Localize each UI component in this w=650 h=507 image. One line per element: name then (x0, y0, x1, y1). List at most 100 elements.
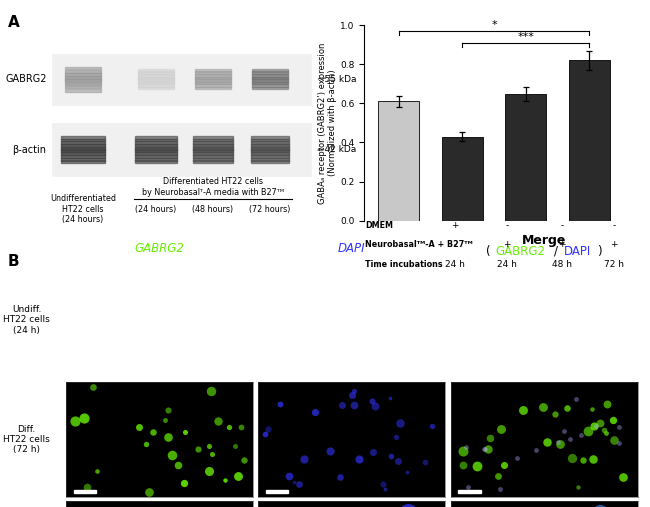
Point (310, 408, 320, 416)
Point (573, 483, 583, 491)
Bar (61, 147, 105, 150)
Point (614, 423, 625, 431)
Text: Diff.
HT22 cells
(72 h): Diff. HT22 cells (72 h) (3, 425, 50, 454)
Text: β-actin: β-actin (12, 144, 47, 155)
Point (236, 423, 246, 431)
Text: 24 h: 24 h (445, 260, 465, 269)
Bar (266, 490, 289, 493)
Point (224, 423, 234, 431)
Bar (569, 60, 610, 221)
Bar (194, 69, 231, 71)
Bar (193, 152, 233, 155)
Bar (194, 82, 231, 84)
Bar (135, 152, 177, 155)
Point (79, 414, 90, 422)
Bar (138, 77, 174, 79)
Bar (61, 141, 105, 144)
Point (567, 454, 577, 462)
Point (402, 468, 412, 477)
Point (517, 406, 528, 414)
Bar (52, 123, 311, 176)
Bar (61, 152, 105, 155)
Bar (135, 160, 177, 163)
Point (173, 461, 183, 469)
Bar (251, 144, 289, 147)
Bar (135, 144, 177, 147)
Point (259, 430, 270, 439)
Point (482, 446, 493, 454)
Bar (65, 76, 101, 79)
Point (458, 447, 468, 455)
Point (367, 397, 377, 405)
Point (599, 425, 609, 433)
Text: 48 h: 48 h (552, 260, 572, 269)
Bar (252, 69, 288, 71)
Bar (138, 71, 174, 74)
Text: Merge: Merge (522, 234, 566, 247)
Bar (193, 150, 233, 153)
Point (565, 435, 575, 443)
Bar (251, 147, 289, 150)
Point (378, 480, 388, 488)
Point (602, 400, 612, 408)
Bar (61, 136, 105, 139)
Bar (65, 86, 101, 89)
Point (380, 485, 390, 493)
Point (608, 416, 618, 424)
Point (463, 483, 473, 491)
Point (289, 478, 299, 486)
Bar (252, 82, 288, 84)
Text: Neurobasalᵀᴹ-A + B27ᵀᴹ: Neurobasalᵀᴹ-A + B27ᵀᴹ (365, 240, 473, 249)
Text: +: + (503, 240, 511, 249)
Point (239, 456, 249, 464)
Bar (193, 136, 233, 139)
Point (354, 454, 365, 462)
Point (134, 423, 144, 431)
Bar (378, 101, 419, 221)
Text: ***: *** (517, 32, 534, 42)
Point (346, 391, 357, 399)
Bar (193, 158, 233, 161)
Bar (193, 144, 233, 147)
Point (531, 446, 541, 454)
Text: *: * (491, 20, 497, 30)
Point (512, 454, 523, 462)
Bar (61, 158, 105, 161)
Point (204, 442, 214, 450)
Bar (135, 136, 177, 139)
Point (335, 474, 346, 482)
Point (601, 429, 611, 438)
Point (92, 467, 102, 475)
Bar (138, 87, 174, 89)
Point (207, 450, 218, 458)
Point (480, 445, 490, 453)
Bar (138, 84, 174, 87)
Point (220, 476, 230, 484)
Point (367, 448, 378, 456)
Y-axis label: GABAₐ receptor (GABRG2’) expression
(Normalized with β-actin): GABAₐ receptor (GABRG2’) expression (Nor… (318, 42, 337, 204)
Bar (135, 150, 177, 153)
Point (294, 480, 304, 488)
Bar (194, 77, 231, 79)
Bar (138, 79, 174, 82)
Point (162, 406, 173, 414)
Point (495, 485, 506, 493)
Point (233, 473, 243, 481)
Bar (252, 77, 288, 79)
Point (538, 403, 548, 411)
Text: ): ) (597, 245, 601, 258)
Bar (252, 74, 288, 77)
Bar (252, 84, 288, 87)
Point (426, 422, 437, 430)
Point (160, 416, 170, 424)
Bar (135, 138, 177, 141)
Point (583, 426, 593, 434)
Point (420, 458, 430, 466)
Text: 72 h: 72 h (604, 260, 624, 269)
Point (337, 401, 347, 409)
Bar (193, 147, 233, 150)
Point (163, 433, 174, 441)
Bar (252, 87, 288, 89)
Point (577, 456, 588, 464)
Point (349, 401, 359, 409)
